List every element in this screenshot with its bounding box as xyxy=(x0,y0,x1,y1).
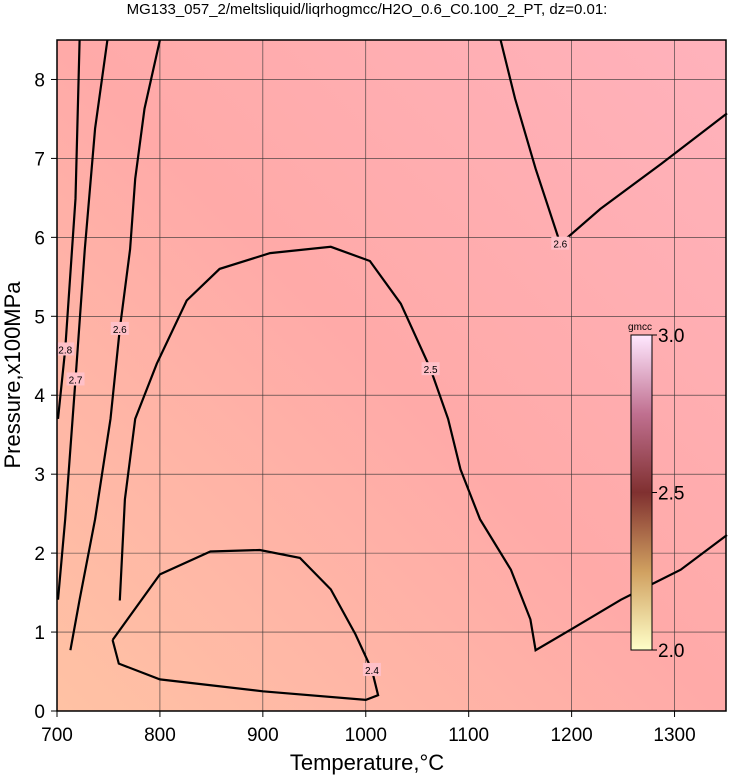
x-tick-label: 1300 xyxy=(653,725,695,746)
y-tick-label: 5 xyxy=(34,307,45,328)
y-tick-label: 6 xyxy=(34,228,45,249)
contour-line xyxy=(56,39,81,420)
y-tick-label: 1 xyxy=(34,623,45,644)
colorbar-tick-label: 2.5 xyxy=(658,484,684,505)
colorbar xyxy=(630,334,653,651)
contour-label-bg xyxy=(66,372,85,386)
contour-label-bg xyxy=(421,362,440,376)
contour-label-bg xyxy=(56,342,75,356)
grid xyxy=(56,40,726,712)
contour-line xyxy=(111,548,380,702)
contour-label: 2.6 xyxy=(113,325,127,336)
contour-label: 2.7 xyxy=(69,375,83,386)
contour-label: 2.8 xyxy=(58,345,72,356)
x-tick-label: 900 xyxy=(247,725,279,746)
y-tick-label: 0 xyxy=(34,702,45,723)
contour-line xyxy=(56,39,109,600)
x-tick-label: 1200 xyxy=(550,725,592,746)
x-axis-label: Temperature,°C xyxy=(290,750,444,775)
contour-label: 2.4 xyxy=(365,666,379,677)
y-tick-label: 3 xyxy=(34,465,45,486)
y-tick-label: 2 xyxy=(34,544,45,565)
contour-label-bg xyxy=(362,662,381,676)
colorbar-tick-label: 3.0 xyxy=(658,326,684,347)
colorbar-label: gmcc xyxy=(628,322,652,333)
y-tick-label: 8 xyxy=(34,70,45,91)
y-tick-label: 7 xyxy=(34,149,45,170)
x-tick-label: 1100 xyxy=(448,725,489,746)
plot-frame xyxy=(56,39,727,712)
plot-background xyxy=(57,40,726,711)
contour-label: 2.6 xyxy=(553,240,567,251)
contour-label-bg xyxy=(110,321,129,335)
contour-label: 2.5 xyxy=(424,365,438,376)
contours: 2.4 2.5 2.6 2.6 2.7 2.8 xyxy=(56,39,728,702)
contour-label-bg xyxy=(551,236,570,250)
y-tick-label: 4 xyxy=(34,386,45,407)
colorbar-tick-label: 2.0 xyxy=(658,641,684,662)
x-tick-label: 1000 xyxy=(345,725,387,746)
x-tick-label: 800 xyxy=(144,725,176,746)
chart-title: MG133_057_2/meltsliquid/liqrhogmcc/H2O_0… xyxy=(127,1,608,18)
x-tick-label: 700 xyxy=(41,725,73,746)
y-axis-label: Pressure,x100MPa xyxy=(0,281,25,469)
